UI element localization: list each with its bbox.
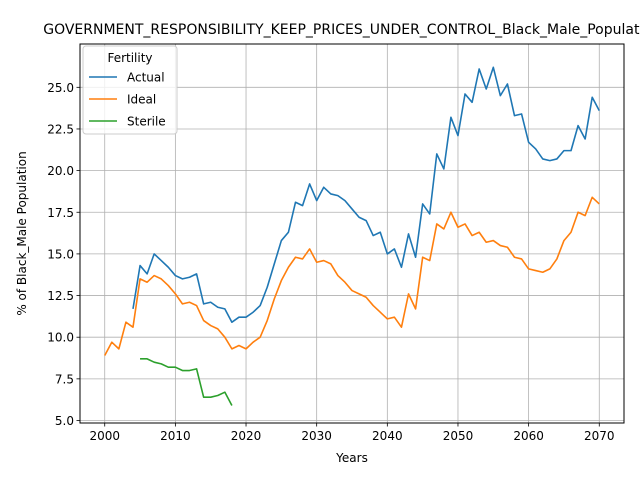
legend-label: Actual bbox=[127, 71, 165, 85]
x-tick-label: 2050 bbox=[443, 429, 474, 443]
x-tick-label: 2030 bbox=[301, 429, 332, 443]
x-tick-label: 2060 bbox=[513, 429, 544, 443]
x-tick-label: 2010 bbox=[160, 429, 191, 443]
legend-title: Fertility bbox=[107, 51, 152, 65]
legend-label: Ideal bbox=[127, 93, 156, 107]
x-tick-label: 2070 bbox=[584, 429, 615, 443]
legend-items: Actual Ideal Sterile bbox=[89, 71, 166, 129]
series-line-sterile bbox=[140, 358, 233, 406]
y-axis-label: % of Black_Male Population bbox=[15, 151, 29, 315]
y-tick-label: 15.0 bbox=[47, 247, 74, 261]
plot-area-frame bbox=[79, 43, 625, 424]
legend: Fertility Actual Ideal Sterile bbox=[82, 45, 178, 135]
series-lines bbox=[104, 66, 600, 406]
series-line-actual bbox=[132, 66, 600, 324]
y-tick-label: 7.5 bbox=[55, 372, 74, 386]
chart-title: GOVERNMENT_RESPONSIBILITY_KEEP_PRICES_UN… bbox=[43, 22, 640, 38]
y-tick-label: 17.5 bbox=[47, 206, 74, 220]
x-tick-label: 2040 bbox=[372, 429, 403, 443]
x-tick-label: 2000 bbox=[89, 429, 120, 443]
x-tick-label: 2020 bbox=[231, 429, 262, 443]
y-tick-label: 5.0 bbox=[55, 414, 74, 428]
x-axis-label: Years bbox=[335, 451, 368, 465]
grid bbox=[80, 44, 624, 423]
legend-label: Sterile bbox=[127, 115, 166, 129]
y-tick-label: 10.0 bbox=[47, 331, 74, 345]
series-line-ideal bbox=[104, 196, 600, 356]
y-tick-label: 20.0 bbox=[47, 164, 74, 178]
y-tick-label: 25.0 bbox=[47, 81, 74, 95]
y-tick-label: 22.5 bbox=[47, 122, 74, 136]
y-tick-label: 12.5 bbox=[47, 289, 74, 303]
axis-ticks: 2000 2010 2020 2030 2040 2050 2060 2070 5.0 7.5 10… bbox=[47, 81, 614, 443]
legend-box bbox=[82, 45, 178, 135]
